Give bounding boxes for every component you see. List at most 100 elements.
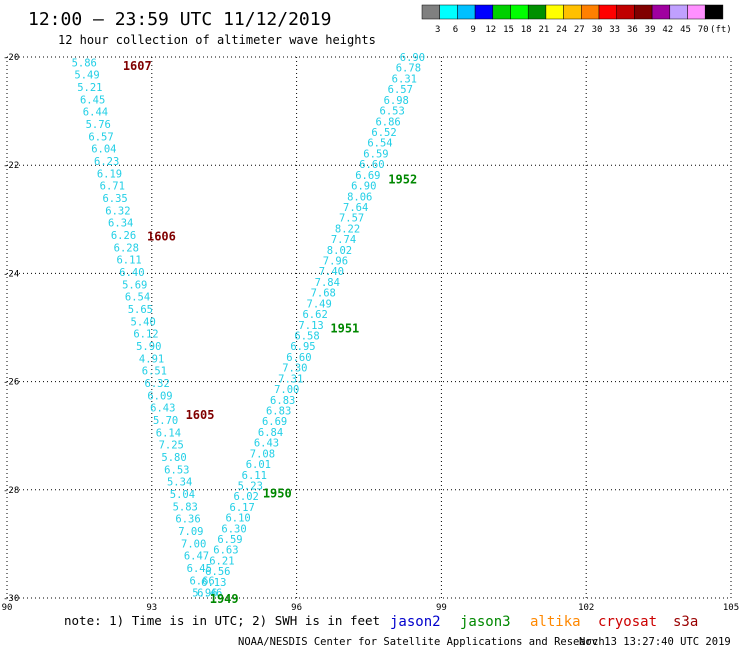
scale-swatch xyxy=(492,4,511,20)
swh-value: 7.31 xyxy=(278,373,303,385)
scale-swatch xyxy=(421,4,440,20)
swh-value: 6.54 xyxy=(125,292,150,304)
swh-value: 5.76 xyxy=(86,119,111,131)
swh-value: 6.23 xyxy=(94,156,119,168)
swh-value: 7.49 xyxy=(307,298,332,310)
scale-label: 12 xyxy=(485,25,496,35)
swh-value: 6.54 xyxy=(367,138,392,150)
scale-label: 33 xyxy=(609,25,620,35)
scale-label: 39 xyxy=(645,25,656,35)
scale-swatch xyxy=(704,4,724,20)
swh-value: 6.83 xyxy=(266,405,291,417)
scale-label: 15 xyxy=(503,25,514,35)
swh-value: 8.06 xyxy=(347,191,372,203)
swh-value: 6.28 xyxy=(114,242,139,254)
pass-hour-label: 1949 xyxy=(210,592,239,606)
swh-value: 6.60 xyxy=(286,352,311,364)
swh-value: 8.02 xyxy=(327,245,352,257)
pass-hour-label: 1606 xyxy=(147,230,176,244)
swh-value: 6.95 xyxy=(290,341,315,353)
color-scale: 3 6 9 12 15 18 21 24 27 30 33 36 39 42 45 70 (ft) xyxy=(421,4,732,35)
swh-value: 6.90 xyxy=(400,52,425,64)
scale-swatch xyxy=(563,4,582,20)
swh-value: 5.65 xyxy=(128,304,153,316)
swh-value: 6.31 xyxy=(392,73,417,85)
y-tick-label: -28 xyxy=(3,486,19,496)
swh-value: 6.14 xyxy=(156,427,181,439)
chart-subtitle: 12 hour collection of altimeter wave hei… xyxy=(58,33,376,47)
swh-value: 6.44 xyxy=(83,107,108,119)
satellite-legend-item: jason3 xyxy=(460,614,511,630)
swh-value: 6.59 xyxy=(363,148,388,160)
swh-value: 6.62 xyxy=(302,309,327,321)
swh-value: 5.70 xyxy=(153,415,178,427)
swh-value: 6.32 xyxy=(105,205,130,217)
swh-value: 6.66 xyxy=(189,575,214,587)
swh-value: 6.30 xyxy=(221,523,246,535)
swh-value: 6.43 xyxy=(254,438,279,450)
swh-value: 6.46 xyxy=(197,588,222,600)
scale-swatch xyxy=(669,4,688,20)
swh-value: 6.13 xyxy=(201,577,226,589)
scale-swatch xyxy=(510,4,529,20)
swh-value: 6.69 xyxy=(262,416,287,428)
swh-value: 5.80 xyxy=(161,452,186,464)
swh-value: 7.00 xyxy=(274,384,299,396)
x-tick-label: 90 xyxy=(2,603,13,613)
pass-hour-label: 1605 xyxy=(186,408,215,422)
chart-title: 12:00 – 23:59 UTC 11/12/2019 xyxy=(28,9,331,30)
y-tick-label: -22 xyxy=(3,161,19,171)
swh-value: 6.86 xyxy=(375,116,400,128)
swh-value: 6.47 xyxy=(184,551,209,563)
swh-value: 5.49 xyxy=(74,70,99,82)
scale-swatch xyxy=(616,4,635,20)
satellite-legend-item: altika xyxy=(530,614,581,630)
swh-value: 6.53 xyxy=(164,464,189,476)
swh-value: 6.83 xyxy=(270,395,295,407)
scale-swatch xyxy=(545,4,564,20)
scale-label: 42 xyxy=(662,25,673,35)
swh-value: 6.12 xyxy=(133,329,158,341)
swh-value: 7.84 xyxy=(315,277,340,289)
swh-value: 6.11 xyxy=(116,255,141,267)
swh-value: 5.86 xyxy=(72,57,97,69)
swh-value: 5.96 xyxy=(192,588,217,600)
swh-value: 7.57 xyxy=(339,213,364,225)
swh-value: 6.36 xyxy=(175,514,200,526)
swh-value: 6.26 xyxy=(111,230,136,242)
swh-value: 8.22 xyxy=(335,223,360,235)
y-tick-label: -30 xyxy=(3,594,19,604)
scale-swatch xyxy=(474,4,494,20)
pass-hour-label: 1607 xyxy=(123,59,152,73)
swh-value: 6.02 xyxy=(234,491,259,503)
swh-value: 6.98 xyxy=(384,95,409,107)
pass-hour-label: 1950 xyxy=(263,487,292,501)
x-tick-label: 93 xyxy=(146,603,157,613)
swh-value: 6.60 xyxy=(359,159,384,171)
swh-value: 6.01 xyxy=(246,459,271,471)
swh-value: 7.00 xyxy=(181,538,206,550)
swh-value: 4.91 xyxy=(139,353,164,365)
scale-swatch xyxy=(581,4,600,20)
scale-label: (ft) xyxy=(710,25,732,35)
scale-label: 27 xyxy=(574,25,585,35)
swh-value: 6.90 xyxy=(351,181,376,193)
swh-value: 5.34 xyxy=(167,477,192,489)
satellite-legend: jason2 jason3 altika cryosat s3a xyxy=(390,614,698,630)
swh-value: 6.71 xyxy=(100,181,125,193)
swh-value: 7.74 xyxy=(331,234,356,246)
swh-value: 7.30 xyxy=(282,363,307,375)
swh-value: 6.56 xyxy=(205,566,230,578)
scale-swatch xyxy=(687,4,706,20)
swh-value: 7.68 xyxy=(311,288,336,300)
swh-value: 6.63 xyxy=(213,545,238,557)
swh-value: 6.21 xyxy=(209,555,234,567)
wave-height-values: 5.865.495.216.456.445.766.576.046.236.19… xyxy=(72,52,426,600)
pass-hour-label: 1952 xyxy=(388,173,417,187)
swh-value: 5.21 xyxy=(77,82,102,94)
swh-value: 6.11 xyxy=(242,470,267,482)
swh-value: 6.84 xyxy=(258,427,283,439)
swh-value: 6.51 xyxy=(142,366,167,378)
swh-value: 6.04 xyxy=(91,144,116,156)
swh-value: 7.09 xyxy=(178,526,203,538)
